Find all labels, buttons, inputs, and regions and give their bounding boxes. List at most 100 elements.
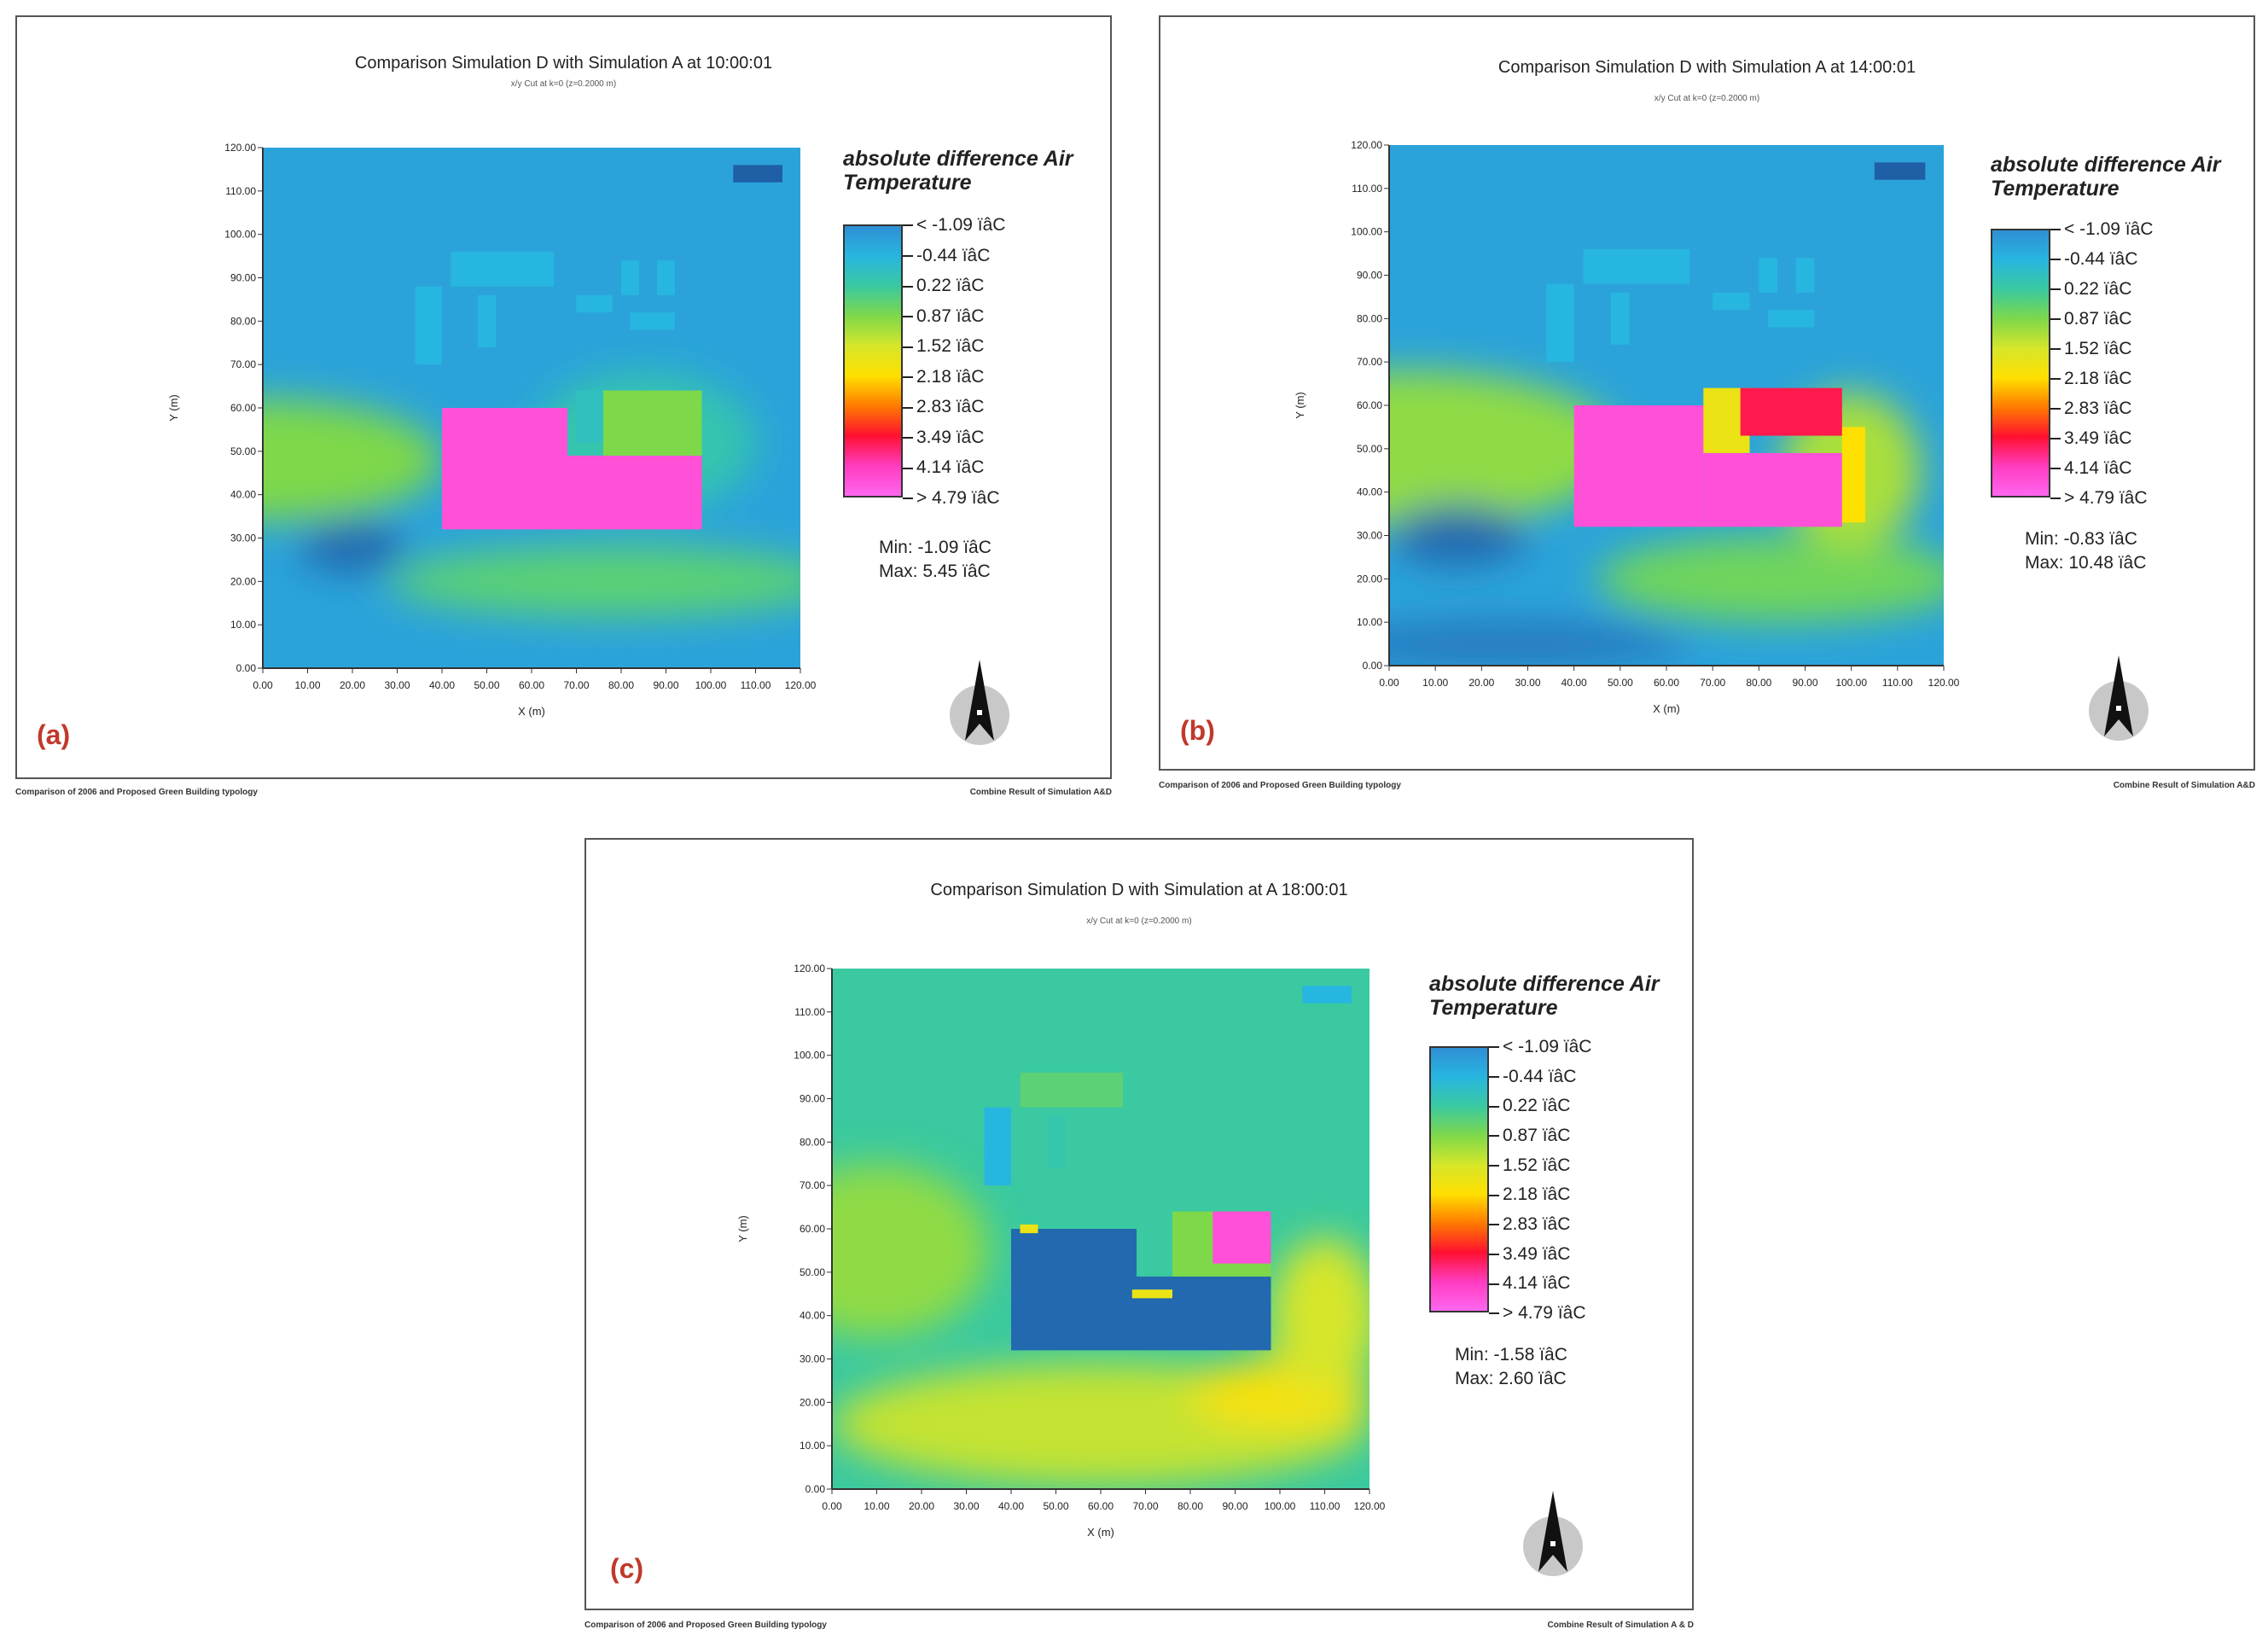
x-tick-label: 100.00 [1265,1500,1296,1512]
panel-label: (b) [1180,715,1215,746]
north-arrow-icon [2089,655,2149,741]
legend-label: < -1.09 ïâC [1489,1038,1591,1056]
x-tick-label: 80.00 [1746,677,1771,689]
y-tick-label: 20.00 [230,575,256,587]
heatmap-field [1596,535,1944,623]
building-block [621,260,639,295]
north-arrow-icon [1523,1491,1583,1576]
x-axis-label: X (m) [1087,1526,1114,1539]
y-axis-label: Y (m) [167,394,180,422]
y-tick-label: 80.00 [800,1136,825,1148]
x-tick-label: 90.00 [1792,677,1817,689]
legend-labels: < -1.09 ïâC -0.44 ïâC 0.22 ïâC 0.87 ïâC 1.52… [1489,1038,1660,1322]
x-tick-label: 60.00 [1088,1500,1114,1512]
building-block [576,390,603,443]
x-axis-label: X (m) [518,705,545,718]
y-tick-label: 100.00 [794,1050,825,1062]
heatmap-field [388,546,800,616]
chart-title: Comparison Simulation D with Simulation … [1497,58,1916,77]
heatmap-field [832,1163,989,1338]
building-block [1841,427,1865,523]
building-block [1020,1224,1038,1234]
legend-label: 4.14 ïâC [903,458,984,476]
x-tick-label: 120.00 [785,679,817,691]
legend-label: 2.83 ïâC [903,398,984,416]
building-block [442,408,567,530]
x-tick-label: 90.00 [1222,1500,1247,1512]
legend-label: 0.22 ïâC [1489,1097,1570,1114]
y-tick-label: 60.00 [230,402,256,414]
y-tick-label: 100.00 [224,229,256,241]
panel-b: Comparison Simulation D with Simulation … [1159,15,2255,794]
x-tick-label: 110.00 [1310,1500,1340,1512]
x-tick-label: 40.00 [1561,677,1587,689]
x-tick-label: 10.00 [1422,677,1448,689]
chart-subtitle: x/y Cut at k=0 (z=0.2000 m) [1654,94,1760,103]
x-tick-label: 40.00 [429,679,455,691]
legend-label: 0.22 ïâC [2050,280,2131,298]
y-tick-label: 120.00 [224,142,256,154]
min-value: Min: -1.09 ïâC [879,538,992,557]
building-block [567,455,702,530]
x-tick-label: 70.00 [1132,1500,1158,1512]
y-axis-label: Y (m) [736,1215,749,1242]
x-tick-label: 0.00 [822,1500,842,1512]
panel-label: (a) [37,719,71,750]
y-tick-label: 30.00 [230,532,256,544]
x-tick-label: 60.00 [519,679,544,691]
building-block [576,294,613,313]
x-tick-label: 30.00 [384,679,410,691]
legend-labels: < -1.09 ïâC -0.44 ïâC 0.22 ïâC 0.87 ïâC 1.52… [903,216,1073,507]
legend-label: 1.52 ïâC [903,337,984,355]
building-block [478,294,496,347]
x-tick-label: 100.00 [1835,677,1867,689]
x-tick-label: 20.00 [1468,677,1494,689]
footer-left: Comparison of 2006 and Proposed Green Bu… [1159,781,1401,790]
building-block [1047,1115,1065,1168]
x-tick-label: 110.00 [741,679,771,691]
min-value: Min: -1.58 ïâC [1455,1345,1567,1365]
legend-labels: < -1.09 ïâC -0.44 ïâC 0.22 ïâC 0.87 ïâC 1.52… [2050,220,2221,507]
x-tick-label: 40.00 [998,1500,1024,1512]
heatmap-field [1271,1237,1370,1394]
y-tick-label: 90.00 [230,272,256,284]
max-value: Max: 5.45 ïâC [879,562,991,581]
y-tick-label: 40.00 [1357,486,1382,498]
x-tick-label: 90.00 [653,679,678,691]
y-tick-label: 110.00 [794,1006,825,1018]
x-tick-label: 120.00 [1928,677,1960,689]
max-value: Max: 2.60 ïâC [1455,1369,1567,1388]
min-value: Min: -0.83 ïâC [2025,529,2137,549]
x-tick-label: 70.00 [563,679,589,691]
legend-label: 2.83 ïâC [1489,1215,1570,1233]
legend-colorbar [843,224,903,498]
footer-right: Combine Result of Simulation A&D [2113,781,2255,790]
building-block [1874,162,1926,180]
building-block [1759,258,1777,293]
legend-title: absolute difference Air Temperature [1429,972,1660,1020]
legend-label: 3.49 ïâC [1489,1245,1570,1263]
building-block [1795,258,1815,293]
y-tick-label: 80.00 [1357,312,1382,324]
legend-label: -0.44 ïâC [903,247,990,265]
x-tick-label: 30.00 [1515,677,1540,689]
legend-label: 0.87 ïâC [2050,310,2131,328]
x-tick-label: 80.00 [608,679,634,691]
footer-right: Combine Result of Simulation A&D [969,788,1112,797]
building-block [1768,310,1815,328]
y-tick-label: 110.00 [1352,183,1382,195]
x-tick-label: 80.00 [1178,1500,1203,1512]
y-tick-label: 50.00 [800,1266,825,1278]
x-tick-label: 70.00 [1700,677,1725,689]
panel-a: Comparison Simulation D with Simulation … [15,15,1112,800]
legend-label: 4.14 ïâC [2050,459,2131,477]
building-block [1713,292,1750,311]
x-tick-label: 50.00 [1608,677,1633,689]
y-tick-label: 90.00 [800,1093,825,1105]
x-tick-label: 110.00 [1882,677,1913,689]
heatmap-field [1389,622,1690,666]
legend-label: 2.18 ïâC [2050,370,2131,387]
legend-label: 3.49 ïâC [903,428,984,446]
building-block [733,165,782,183]
legend-label: 1.52 ïâC [2050,340,2131,358]
